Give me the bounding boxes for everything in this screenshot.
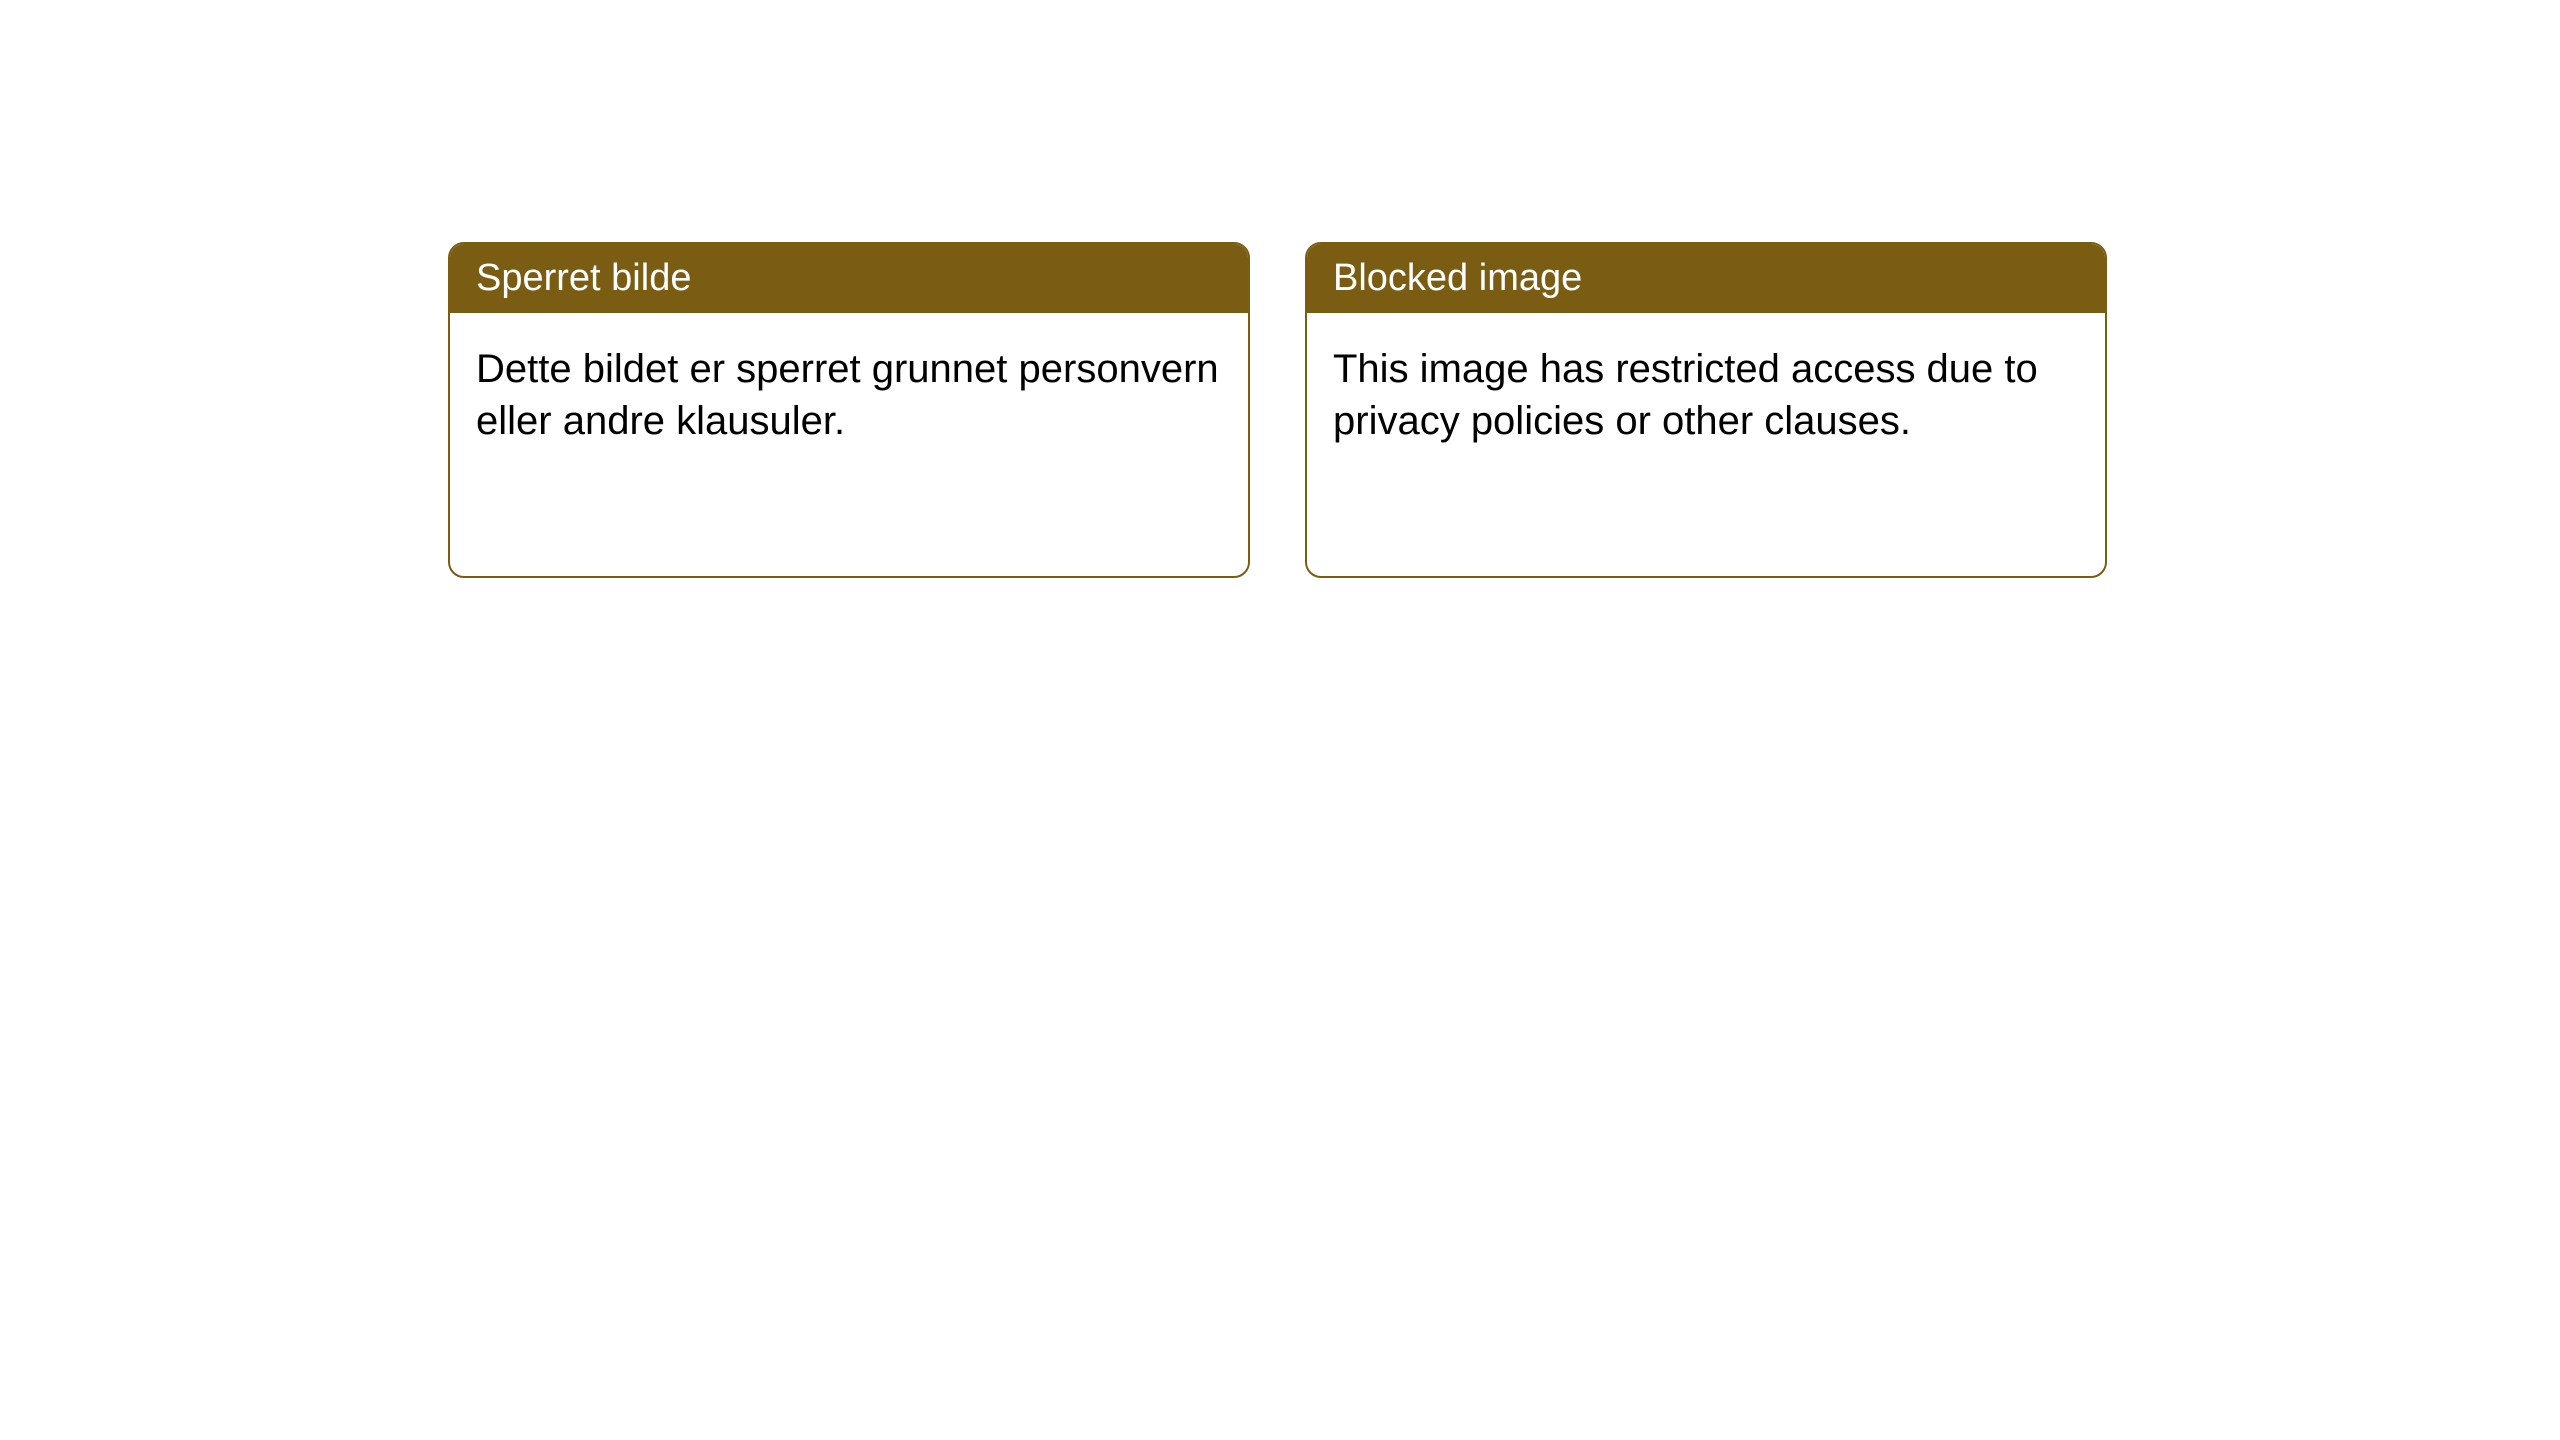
blocked-image-card-en: Blocked image This image has restricted … bbox=[1305, 242, 2107, 578]
card-body-no: Dette bildet er sperret grunnet personve… bbox=[450, 313, 1248, 477]
card-header-en: Blocked image bbox=[1307, 244, 2105, 313]
blocked-image-card-no: Sperret bilde Dette bildet er sperret gr… bbox=[448, 242, 1250, 578]
card-message-en: This image has restricted access due to … bbox=[1333, 347, 2038, 443]
card-body-en: This image has restricted access due to … bbox=[1307, 313, 2105, 477]
card-message-no: Dette bildet er sperret grunnet personve… bbox=[476, 347, 1219, 443]
notice-container: Sperret bilde Dette bildet er sperret gr… bbox=[448, 242, 2107, 578]
card-header-no: Sperret bilde bbox=[450, 244, 1248, 313]
card-title-no: Sperret bilde bbox=[476, 257, 691, 299]
card-title-en: Blocked image bbox=[1333, 257, 1582, 299]
